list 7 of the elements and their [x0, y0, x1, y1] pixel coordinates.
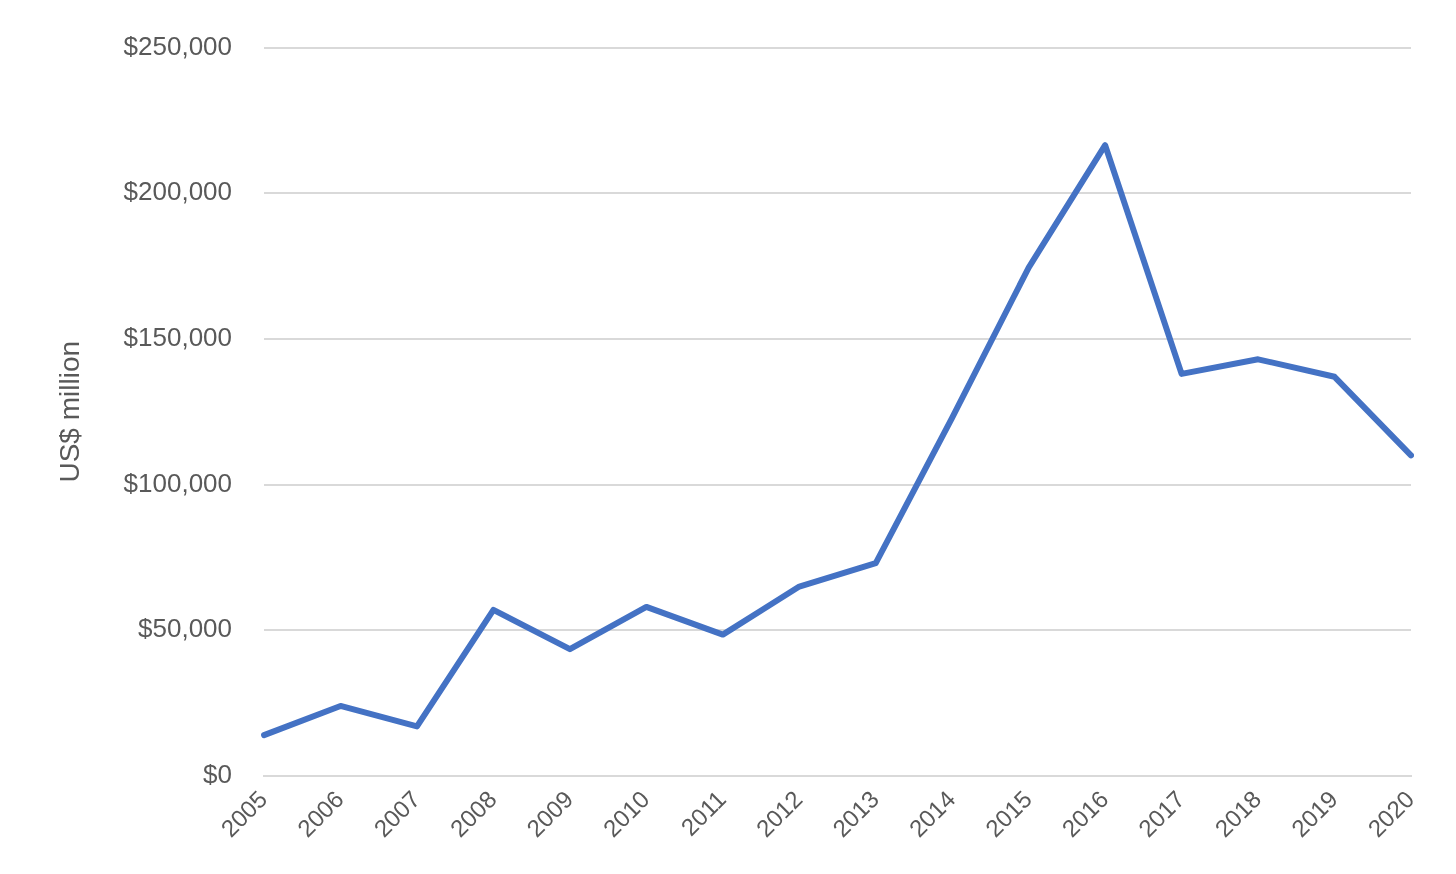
y-tick-label: $250,000	[123, 30, 233, 61]
y-tick-label: $50,000	[138, 613, 233, 644]
y-tick-label: $100,000	[123, 467, 233, 498]
y-tick-label: $200,000	[123, 176, 233, 207]
y-axis-title: US$ million	[53, 340, 85, 483]
y-tick-label: $150,000	[123, 322, 233, 353]
y-tick-label: $0	[203, 759, 233, 790]
